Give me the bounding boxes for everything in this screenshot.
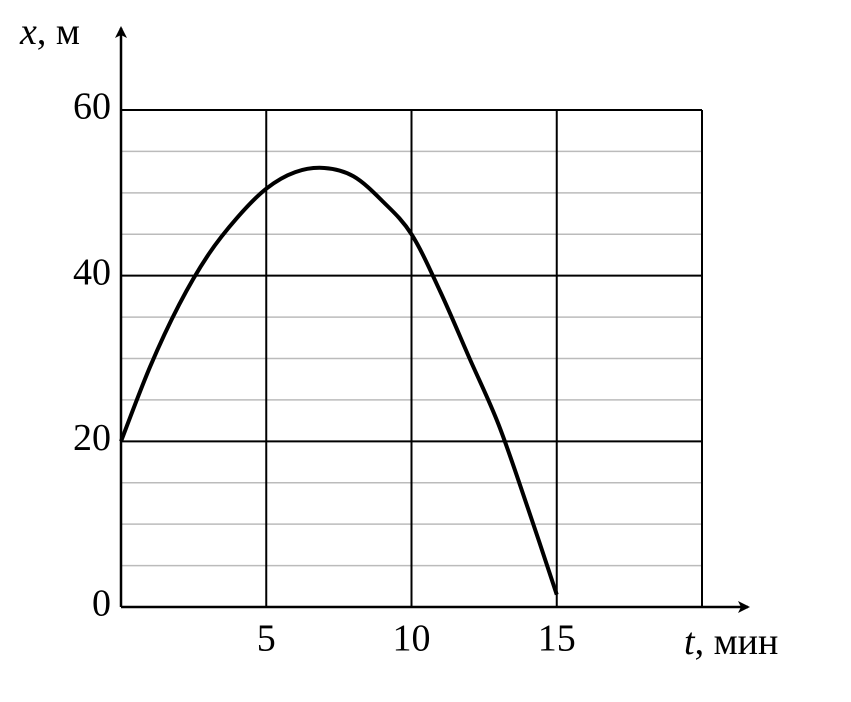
x-axis-label: t, мин <box>684 621 778 663</box>
y-unit: , м <box>37 11 80 53</box>
curve <box>119 165 559 596</box>
grid <box>121 109 703 608</box>
x-tick-label: 5 <box>257 618 276 660</box>
y-tick-label: 40 <box>73 251 111 293</box>
y-axis-label: x, м <box>19 11 80 53</box>
x-tick-label: 10 <box>393 618 431 660</box>
y-tick-label: 0 <box>92 583 111 625</box>
x-unit: , мин <box>695 621 779 663</box>
y-tick-label: 20 <box>73 417 111 459</box>
x-symbol: t <box>684 621 696 663</box>
y-symbol: x <box>19 11 37 53</box>
x-tick-label: 15 <box>538 618 576 660</box>
y-tick-label: 60 <box>73 86 111 128</box>
